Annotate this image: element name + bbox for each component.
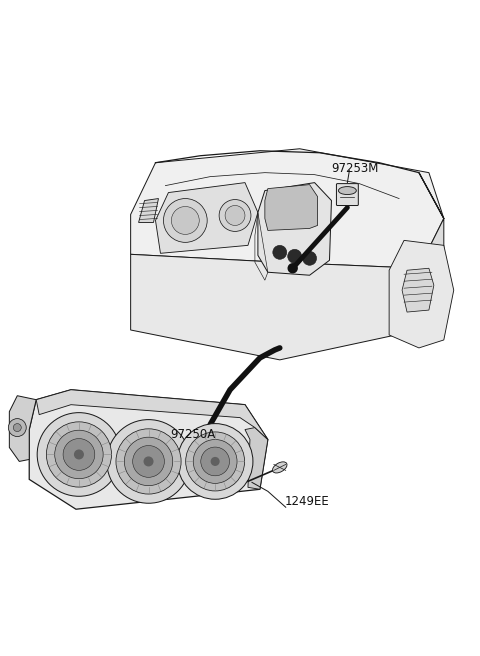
Circle shape <box>171 207 199 234</box>
Circle shape <box>124 437 173 485</box>
Circle shape <box>288 264 297 273</box>
Polygon shape <box>156 182 258 253</box>
Polygon shape <box>9 396 36 461</box>
Circle shape <box>164 199 207 242</box>
Polygon shape <box>139 199 158 222</box>
Circle shape <box>201 447 229 476</box>
Circle shape <box>107 420 190 503</box>
Circle shape <box>8 419 26 436</box>
Polygon shape <box>29 390 268 509</box>
Circle shape <box>144 457 154 466</box>
Circle shape <box>55 430 103 479</box>
Circle shape <box>186 432 245 491</box>
Circle shape <box>288 249 301 263</box>
Circle shape <box>273 245 287 259</box>
Polygon shape <box>131 149 444 268</box>
Polygon shape <box>36 390 268 440</box>
Polygon shape <box>419 173 444 330</box>
Text: 1249EE: 1249EE <box>285 495 329 508</box>
Circle shape <box>37 413 120 497</box>
Circle shape <box>116 429 181 494</box>
Polygon shape <box>389 240 454 348</box>
Circle shape <box>225 205 245 226</box>
Circle shape <box>132 445 165 478</box>
Text: 97253M: 97253M <box>332 162 379 175</box>
Circle shape <box>13 424 21 432</box>
Circle shape <box>193 440 237 483</box>
Circle shape <box>63 439 95 470</box>
Circle shape <box>302 251 316 265</box>
Polygon shape <box>265 184 318 230</box>
Ellipse shape <box>273 462 287 473</box>
Ellipse shape <box>338 186 356 195</box>
Circle shape <box>211 457 220 466</box>
Polygon shape <box>245 428 268 489</box>
Circle shape <box>219 199 251 232</box>
Polygon shape <box>131 255 419 360</box>
Circle shape <box>178 424 253 499</box>
Text: 97250A: 97250A <box>170 428 216 441</box>
Polygon shape <box>258 182 332 276</box>
FancyBboxPatch shape <box>336 184 358 205</box>
Polygon shape <box>402 268 434 312</box>
Circle shape <box>74 449 84 459</box>
Circle shape <box>47 422 111 487</box>
